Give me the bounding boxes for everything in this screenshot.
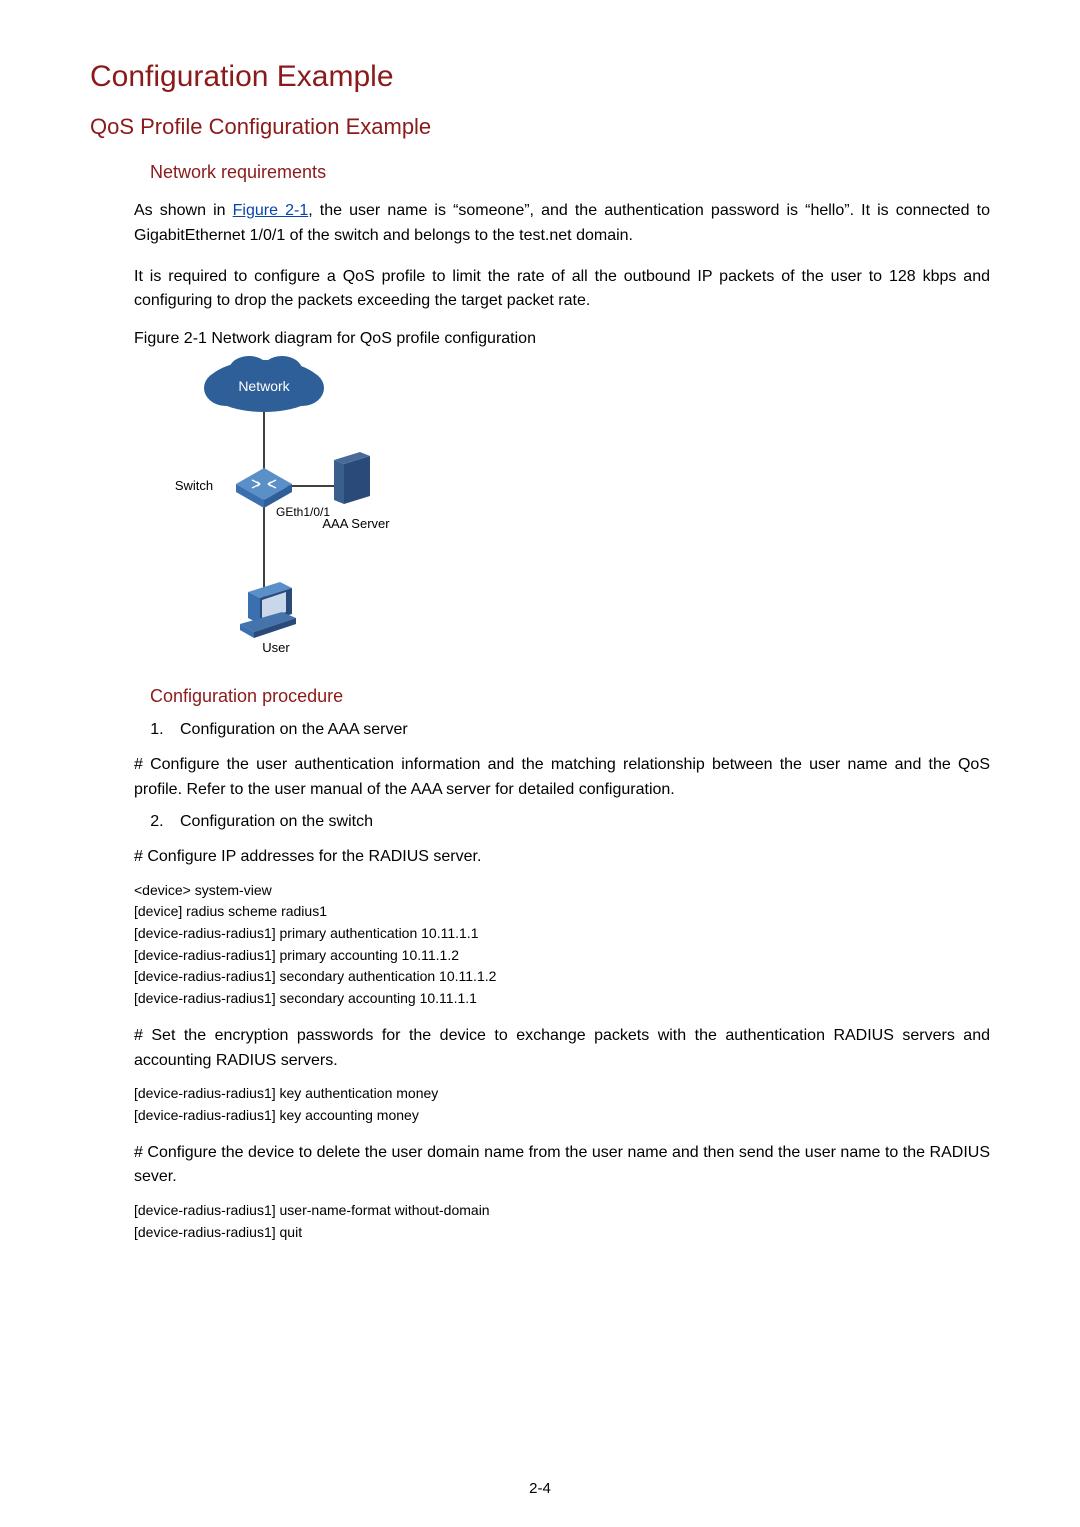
step-1: Configuration on the AAA server	[168, 721, 990, 739]
cloud-label: Network	[238, 378, 290, 394]
heading-config-proc: Configuration procedure	[150, 686, 990, 707]
step-list-1: Configuration on the AAA server	[134, 721, 990, 739]
page: Configuration Example QoS Profile Config…	[0, 0, 1080, 1527]
proc-p1: # Configure the user authentication info…	[134, 753, 990, 803]
figure-ref-link[interactable]: Figure 2-1	[233, 202, 309, 219]
network-diagram: Network Switch GEth1/0/1	[134, 356, 990, 666]
cloud-icon: Network	[204, 356, 324, 412]
proc-p2: # Configure IP addresses for the RADIUS …	[134, 845, 990, 870]
proc-p4: # Configure the device to delete the use…	[134, 1141, 990, 1191]
aaa-server-icon: AAA Server	[322, 452, 390, 531]
figure-caption: Figure 2-1 Network diagram for QoS profi…	[134, 330, 990, 348]
heading-network-req: Network requirements	[150, 162, 990, 183]
code-block-2: [device-radius-radius1] key authenticati…	[134, 1083, 990, 1126]
paragraph-req2: It is required to configure a QoS profil…	[134, 265, 990, 315]
user-label: User	[262, 640, 290, 655]
heading-config-example: Configuration Example	[90, 60, 990, 94]
page-number: 2-4	[0, 1480, 1080, 1497]
step-2: Configuration on the switch	[168, 813, 990, 831]
proc-p3: # Set the encryption passwords for the d…	[134, 1024, 990, 1074]
intro-pre: As shown in	[134, 202, 233, 219]
aaa-label: AAA Server	[322, 516, 390, 531]
code-block-1: <device> system-view [device] radius sch…	[134, 880, 990, 1010]
switch-label: Switch	[175, 478, 213, 493]
switch-icon: Switch GEth1/0/1	[175, 468, 331, 519]
paragraph-intro: As shown in Figure 2-1, the user name is…	[134, 199, 990, 249]
user-icon: User	[240, 582, 296, 655]
step-list-2: Configuration on the switch	[134, 813, 990, 831]
code-block-3: [device-radius-radius1] user-name-format…	[134, 1200, 990, 1243]
heading-qos-profile: QoS Profile Configuration Example	[90, 114, 990, 140]
